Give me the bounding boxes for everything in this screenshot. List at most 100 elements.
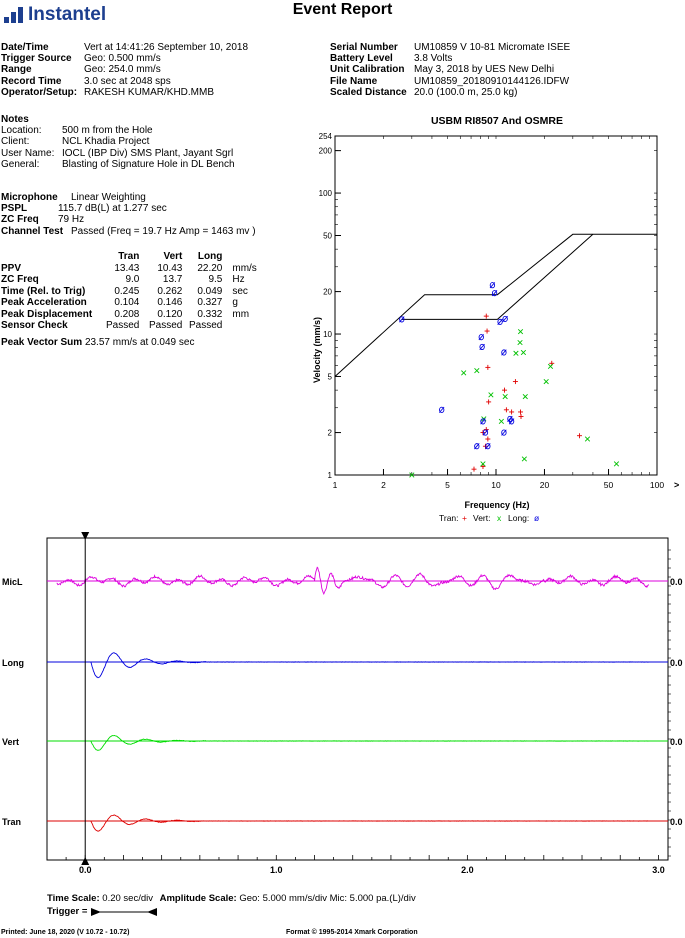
waveform-channels: MicL 0.0 Long 0.0 Vert 0.0 Tran 0.0: [2, 566, 683, 832]
pvs-label: Peak Vector Sum: [1, 336, 83, 348]
criteria-line-2: [401, 233, 594, 320]
col-header: Tran: [118, 251, 140, 262]
point-tran: [485, 364, 491, 370]
y-tick-label: 10: [323, 330, 332, 339]
channel-trace-micl: [56, 566, 650, 596]
info-row: Date/Time Vert at 14:41:26 September 10, …: [1, 42, 249, 53]
point-tran: [518, 414, 524, 420]
logo-text: Instantel: [28, 4, 107, 25]
table-row: PPV 13.43 10.43 22.20 mm/s: [1, 262, 257, 274]
logo-mark-icon: [4, 7, 24, 23]
y-tick-label: 1: [328, 471, 333, 480]
info-row: Serial Number UM10859 V 10-81 Micromate I…: [330, 42, 571, 53]
channel-trace-long: [56, 652, 650, 679]
point-long: [399, 316, 405, 323]
point-tran: [518, 409, 524, 415]
peak-vector-sum: Peak Vector Sum 23.57 mm/s at 0.049 sec: [1, 337, 262, 348]
info-row: File Name UM10859_20180910144126.IDFW: [330, 75, 570, 87]
point-long: [485, 443, 491, 450]
point-tran: [486, 399, 492, 405]
usbm-chart: USBM RI8507 And OSMRE 1 2 5 10 20 50 100 1 2 5 10 2…: [312, 115, 679, 523]
point-vert: [474, 368, 480, 374]
point-tran: [509, 409, 515, 415]
point-long: [502, 315, 508, 323]
point-vert: [488, 392, 494, 398]
table-row: Peak Displacement 0.208 0.120 0.332 mm: [1, 308, 250, 320]
point-long: [482, 429, 489, 436]
point-long: [501, 429, 507, 436]
legend-vert-label: Vert:: [473, 513, 490, 523]
instantel-logo: Instantel: [4, 4, 106, 26]
info-row: Battery Level 3.8 Volts: [330, 53, 453, 65]
legend-long-symbol: ø: [534, 513, 539, 523]
point-vert: [517, 339, 523, 346]
time-tick-label: 2.0: [461, 865, 474, 875]
usbm-grid: [334, 135, 658, 476]
x-tick-label: 2: [381, 480, 386, 490]
pvs-value: 23.57 mm/s at 0.049 sec: [84, 336, 195, 348]
channel-label: Long: [2, 658, 24, 668]
legend-tran-symbol: +: [462, 513, 467, 523]
x-tick-label: 20: [540, 480, 550, 490]
trigger-marker: [81, 532, 90, 865]
usbm-legend: Tran: + Vert: x Long: ø: [439, 513, 539, 523]
point-vert: [480, 461, 486, 467]
mic-row: ZC Freq 79 Hz: [1, 214, 85, 226]
y-tick-label: 2: [328, 429, 333, 438]
point-long: [474, 443, 480, 450]
microphone-section: Microphone Linear Weighting PSPL 115.7 dB(…: [1, 192, 256, 237]
point-vert: [521, 456, 527, 462]
channel-trace-vert: [56, 735, 650, 751]
time-tick-label: 3.0: [652, 865, 665, 875]
usbm-plot-frame: [334, 135, 658, 476]
point-vert: [522, 393, 528, 400]
point-tran: [502, 387, 508, 393]
trigger-legend: Trigger =: [47, 906, 158, 917]
trigger-top-icon: [81, 532, 90, 540]
info-row: Trigger Source Geo: 0.500 mm/s: [1, 53, 161, 65]
point-long: [478, 334, 485, 341]
waveform-ticks: 0.0 1.0 2.0 3.0: [46, 549, 671, 875]
col-header: Long: [197, 251, 223, 262]
point-vert: [517, 329, 524, 335]
point-vert: [543, 378, 549, 385]
usbm-chart-title: USBM RI8507 And OSMRE: [431, 115, 563, 127]
legend-vert-symbol: x: [497, 513, 502, 523]
x-tick-label: 50: [604, 480, 614, 490]
point-long: [489, 282, 496, 289]
criteria-line-1: [334, 233, 657, 377]
channel-trace-tran: [56, 814, 649, 832]
point-tran: [471, 466, 477, 472]
waveform-chart: 0.0 1.0 2.0 3.0 MicL 0.0 Long 0.0 Vert 0.0 Tran 0.…: [2, 532, 683, 875]
point-long: [438, 406, 445, 413]
point-vert: [461, 370, 467, 376]
ppv-header-row: Tran Vert Long: [1, 251, 262, 263]
x-tick-label: 5: [445, 480, 450, 490]
usbm-points: [399, 282, 620, 478]
y-tick-label: 5: [328, 372, 333, 381]
point-tran: [485, 436, 491, 442]
point-vert: [502, 393, 508, 400]
notes-section: Notes Location: 500 m from the Hole Clien…: [1, 114, 235, 170]
y-tick-label: 50: [323, 232, 332, 241]
info-row: Record Time 3.0 sec at 2048 sps: [1, 75, 171, 87]
usbm-criteria-lines: [334, 233, 657, 377]
point-vert: [409, 472, 415, 478]
y-tick-label: 20: [323, 288, 332, 297]
event-info-left: Date/Time Vert at 14:41:26 September 10, …: [1, 42, 248, 98]
x-tick-label: 1: [333, 480, 338, 490]
y-tick-label: 254: [319, 132, 333, 141]
note-row: Location: 500 m from the Hole: [1, 125, 153, 137]
usbm-ylabel: Velocity (mm/s): [312, 317, 322, 383]
usbm-xlabel: Frequency (Hz): [464, 500, 529, 510]
point-long: [508, 418, 515, 425]
info-row: Scaled Distance 20.0 (100.0 m, 25.0 kg): [330, 86, 518, 98]
channel-label: Vert: [2, 737, 19, 747]
format-copyright: Format © 1995-2014 Xmark Corporation: [286, 929, 418, 936]
point-vert: [584, 436, 591, 442]
y-tick-label: 100: [319, 189, 333, 198]
scale-info: Time Scale: 0.20 sec/div Amplitude Scale…: [47, 893, 416, 904]
info-row: Operator/Setup: RAKESH KUMAR/KHD.MMB: [1, 86, 215, 98]
mic-row: PSPL 115.7 dB(L) at 1.277 sec: [1, 203, 167, 215]
point-tran: [483, 313, 489, 319]
